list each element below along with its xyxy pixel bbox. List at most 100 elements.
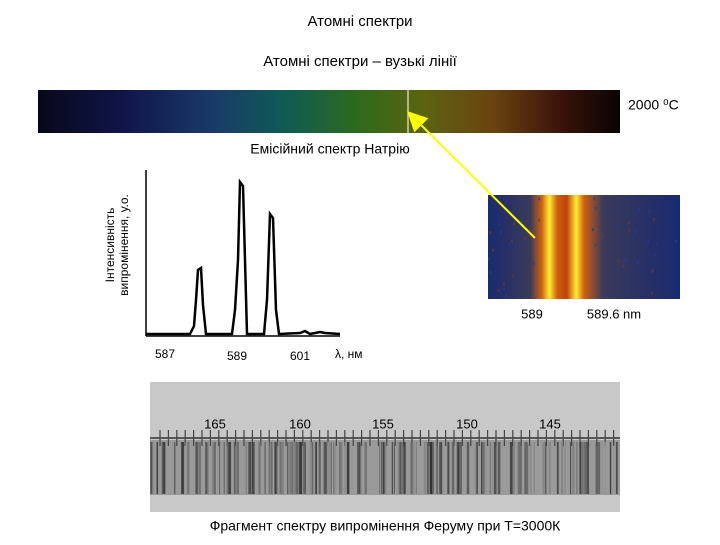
iron-line — [412, 442, 415, 494]
iron-line — [485, 442, 487, 494]
iron-line — [281, 442, 284, 494]
iron-line — [270, 442, 273, 494]
iron-line — [392, 442, 395, 494]
iron-line — [579, 442, 583, 494]
noise-dot — [653, 253, 656, 257]
iron-line — [560, 442, 564, 494]
noise-dot — [648, 209, 651, 213]
noise-dot — [513, 222, 516, 226]
noise-dot — [523, 236, 526, 240]
iron-lines — [150, 442, 618, 494]
iron-line — [410, 442, 413, 494]
iron-line — [481, 442, 485, 494]
iron-line — [451, 442, 455, 494]
iron-line — [529, 442, 532, 494]
noise-dot — [615, 223, 618, 227]
iron-line — [339, 442, 343, 494]
iron-line — [344, 442, 347, 494]
iron-line — [610, 442, 612, 494]
y-label-line: випромінення, у.о. — [117, 194, 131, 296]
iron-line — [195, 442, 198, 494]
iron-line — [360, 442, 362, 494]
iron-line — [459, 442, 462, 494]
noise-dot — [488, 257, 491, 261]
iron-line — [315, 442, 317, 494]
iron-line — [319, 442, 321, 494]
noise-dot — [617, 259, 620, 263]
iron-line — [236, 442, 238, 494]
iron-line — [212, 442, 215, 494]
iron-line — [330, 442, 332, 494]
iron-line — [162, 442, 166, 494]
iron-line — [300, 442, 303, 494]
iron-line — [391, 442, 394, 494]
noise-dot — [638, 208, 641, 212]
iron-line — [449, 442, 452, 494]
iron-line — [186, 442, 190, 494]
iron-line — [277, 442, 279, 494]
iron-line — [378, 442, 380, 494]
iron-line — [401, 442, 403, 494]
subtitle: Атомні спектри – вузькі лінії — [263, 53, 457, 70]
iron-line — [542, 442, 545, 494]
photo-label: 589.6 nm — [587, 306, 641, 321]
iron-line — [441, 442, 443, 494]
noise-dot — [538, 218, 541, 222]
noise-dot — [532, 262, 535, 266]
iron-line — [545, 442, 547, 494]
iron-line — [338, 442, 341, 494]
arrow — [407, 111, 536, 239]
noise-dot — [505, 199, 508, 203]
noise-dot — [594, 243, 597, 247]
noise-dot — [500, 230, 503, 234]
iron-line — [297, 442, 301, 494]
noise-dot — [504, 294, 507, 298]
iron-line — [251, 442, 255, 494]
iron-line — [346, 442, 349, 494]
iron-line — [579, 442, 581, 494]
iron-line — [292, 442, 295, 494]
emission-title: Емісійний спектр Натрію — [250, 141, 409, 157]
iron-line — [258, 442, 261, 494]
iron-line — [492, 442, 494, 494]
iron-line — [357, 442, 359, 494]
iron-line — [481, 442, 483, 494]
iron-line — [287, 442, 289, 494]
iron-line — [474, 442, 477, 494]
iron-line — [264, 442, 267, 494]
ruler-label: 150 — [456, 416, 478, 431]
iron-line — [324, 442, 327, 494]
iron-line — [245, 442, 247, 494]
iron-line — [489, 442, 492, 494]
iron-line — [429, 442, 433, 494]
noise-dot — [497, 288, 500, 292]
noise-dot — [520, 198, 523, 202]
iron-line — [207, 442, 209, 494]
noise-dot — [651, 269, 654, 273]
iron-line — [524, 442, 526, 494]
y-label-line: Інтенсивність — [103, 208, 117, 283]
iron-line — [569, 442, 572, 494]
noise-dot — [647, 240, 650, 244]
photo-noise — [488, 197, 678, 298]
noise-dot — [502, 282, 505, 286]
iron-line — [564, 442, 566, 494]
iron-line — [509, 442, 513, 494]
iron-line — [228, 442, 231, 494]
noise-dot — [528, 234, 531, 238]
iron-line — [457, 442, 461, 494]
iron-line — [517, 442, 520, 494]
noise-dot — [622, 264, 625, 268]
noise-dot — [491, 248, 494, 252]
noise-dot — [634, 230, 637, 234]
ruler-label: 160 — [289, 416, 311, 431]
iron-line — [219, 442, 221, 494]
temperature-label: 2000 ⁰C — [628, 97, 679, 113]
ruler-ticks — [159, 430, 615, 446]
ruler-label: 145 — [539, 416, 561, 431]
photo-label: 589 — [521, 306, 543, 321]
iron-line — [309, 442, 312, 494]
iron-line — [248, 442, 251, 494]
iron-line — [615, 442, 618, 494]
iron-line — [598, 442, 601, 494]
